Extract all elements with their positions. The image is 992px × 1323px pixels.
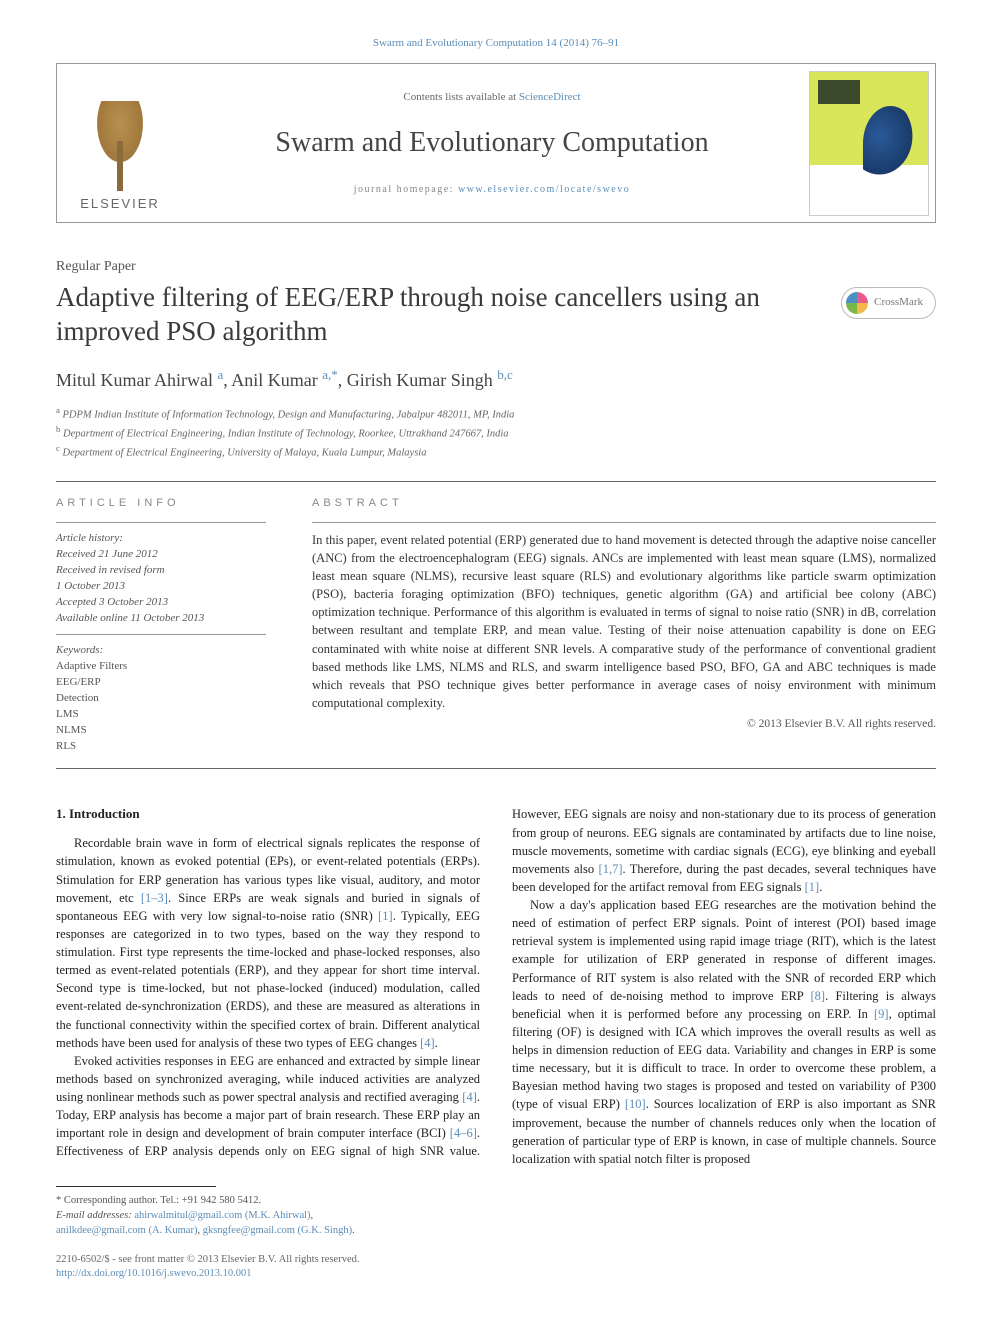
abstract-sep	[312, 522, 936, 523]
author-3-aff[interactable]: b,c	[497, 367, 513, 382]
author-2-aff[interactable]: a,	[322, 367, 331, 382]
journal-header: ELSEVIER Contents lists available at Sci…	[56, 63, 936, 223]
ref-4b[interactable]: [4]	[462, 1090, 477, 1104]
authors-line: Mitul Kumar Ahirwal a, Anil Kumar a,*, G…	[56, 366, 936, 393]
accepted-date: Accepted 3 October 2013	[56, 595, 276, 611]
ref-1b[interactable]: [1]	[805, 880, 820, 894]
keyword-3: LMS	[56, 707, 276, 723]
elsevier-logo: ELSEVIER	[65, 73, 175, 213]
info-sep-2	[56, 634, 266, 635]
body-text: 1. Introduction Recordable brain wave in…	[56, 805, 936, 1168]
keyword-0: Adaptive Filters	[56, 659, 276, 675]
elsevier-text: ELSEVIER	[80, 195, 160, 213]
author-1: Mitul Kumar Ahirwal	[56, 370, 213, 390]
homepage-line: journal homepage: www.elsevier.com/locat…	[185, 183, 799, 197]
revised-line2: 1 October 2013	[56, 579, 276, 595]
corresponding-star[interactable]: *	[331, 367, 338, 382]
keywords-label: Keywords:	[56, 643, 276, 658]
doi-link[interactable]: http://dx.doi.org/10.1016/j.swevo.2013.1…	[56, 1268, 252, 1279]
contents-line: Contents lists available at ScienceDirec…	[185, 90, 799, 105]
received-date: Received 21 June 2012	[56, 547, 276, 563]
article-title: Adaptive filtering of EEG/ERP through no…	[56, 281, 796, 349]
history-label: Article history:	[56, 531, 276, 547]
email-2[interactable]: anilkdee@gmail.com (A. Kumar)	[56, 1225, 197, 1236]
homepage-prefix: journal homepage:	[354, 184, 458, 195]
email-1[interactable]: ahirwalmitul@gmail.com (M.K. Ahirwal)	[134, 1210, 310, 1221]
author-1-aff[interactable]: a	[217, 367, 223, 382]
crossmark-label: CrossMark	[874, 295, 923, 310]
affiliation-b: Department of Electrical Engineering, In…	[63, 428, 509, 439]
ref-4a[interactable]: [4]	[420, 1036, 435, 1050]
email-label: E-mail addresses:	[56, 1210, 134, 1221]
crossmark-badge[interactable]: CrossMark	[841, 287, 936, 319]
ref-4-6[interactable]: [4–6]	[450, 1126, 477, 1140]
abstract-column: ABSTRACT In this paper, event related po…	[312, 496, 936, 754]
bottom-matter: 2210-6502/$ - see front matter © 2013 El…	[56, 1253, 936, 1282]
abstract-text: In this paper, event related potential (…	[312, 531, 936, 712]
revised-line1: Received in revised form	[56, 563, 276, 579]
crossmark-icon	[846, 292, 868, 314]
paragraph-3: Now a day's application based EEG resear…	[512, 896, 936, 1168]
divider-bottom	[56, 768, 936, 769]
p1c: . Typically, EEG responses are categoriz…	[56, 909, 480, 1050]
section-1-heading: 1. Introduction	[56, 805, 480, 824]
journal-ref-link[interactable]: Swarm and Evolutionary Computation 14 (2…	[373, 37, 619, 49]
ref-1-7[interactable]: [1,7]	[599, 862, 623, 876]
corresponding-author: * Corresponding author. Tel.: +91 942 58…	[56, 1193, 936, 1208]
ref-1-3[interactable]: [1–3]	[141, 891, 168, 905]
article-type: Regular Paper	[56, 257, 936, 277]
sciencedirect-link[interactable]: ScienceDirect	[519, 91, 581, 103]
ref-8[interactable]: [8]	[811, 989, 826, 1003]
keyword-4: NLMS	[56, 723, 276, 739]
article-info-heading: ARTICLE INFO	[56, 496, 276, 511]
keyword-2: Detection	[56, 691, 276, 707]
ref-9[interactable]: [9]	[874, 1007, 889, 1021]
paragraph-1: Recordable brain wave in form of electri…	[56, 834, 480, 1052]
journal-title: Swarm and Evolutionary Computation	[185, 123, 799, 162]
keyword-1: EEG/ERP	[56, 675, 276, 691]
info-sep-1	[56, 522, 266, 523]
ref-10[interactable]: [10]	[625, 1097, 646, 1111]
article-info-column: ARTICLE INFO Article history: Received 2…	[56, 496, 276, 754]
homepage-link[interactable]: www.elsevier.com/locate/swevo	[458, 184, 630, 195]
footnote-separator	[56, 1186, 216, 1187]
journal-reference: Swarm and Evolutionary Computation 14 (2…	[56, 36, 936, 51]
header-center: Contents lists available at ScienceDirec…	[175, 82, 809, 205]
keywords-list: Adaptive Filters EEG/ERP Detection LMS N…	[56, 659, 276, 755]
p2a: Evoked activities responses in EEG are e…	[56, 1054, 480, 1104]
abstract-copyright: © 2013 Elsevier B.V. All rights reserved…	[312, 716, 936, 732]
affiliations: a PDPM Indian Institute of Information T…	[56, 404, 936, 462]
elsevier-tree-icon	[80, 101, 160, 191]
email-3[interactable]: gksngfee@gmail.com (G.K. Singh)	[203, 1225, 352, 1236]
contents-prefix: Contents lists available at	[403, 91, 518, 103]
journal-cover-icon	[809, 71, 929, 216]
affiliation-a: PDPM Indian Institute of Information Tec…	[63, 409, 515, 420]
online-date: Available online 11 October 2013	[56, 611, 276, 627]
p3a: Now a day's application based EEG resear…	[512, 898, 936, 1003]
issn-line: 2210-6502/$ - see front matter © 2013 El…	[56, 1253, 936, 1268]
p3c: , optimal filtering (OF) is designed wit…	[512, 1007, 936, 1112]
affiliation-c: Department of Electrical Engineering, Un…	[63, 448, 427, 459]
divider-top	[56, 481, 936, 482]
keyword-5: RLS	[56, 739, 276, 755]
author-2: Anil Kumar	[231, 370, 317, 390]
abstract-heading: ABSTRACT	[312, 496, 936, 511]
footnotes: * Corresponding author. Tel.: +91 942 58…	[56, 1193, 936, 1239]
ref-1a[interactable]: [1]	[378, 909, 393, 923]
author-3: Girish Kumar Singh	[347, 370, 493, 390]
